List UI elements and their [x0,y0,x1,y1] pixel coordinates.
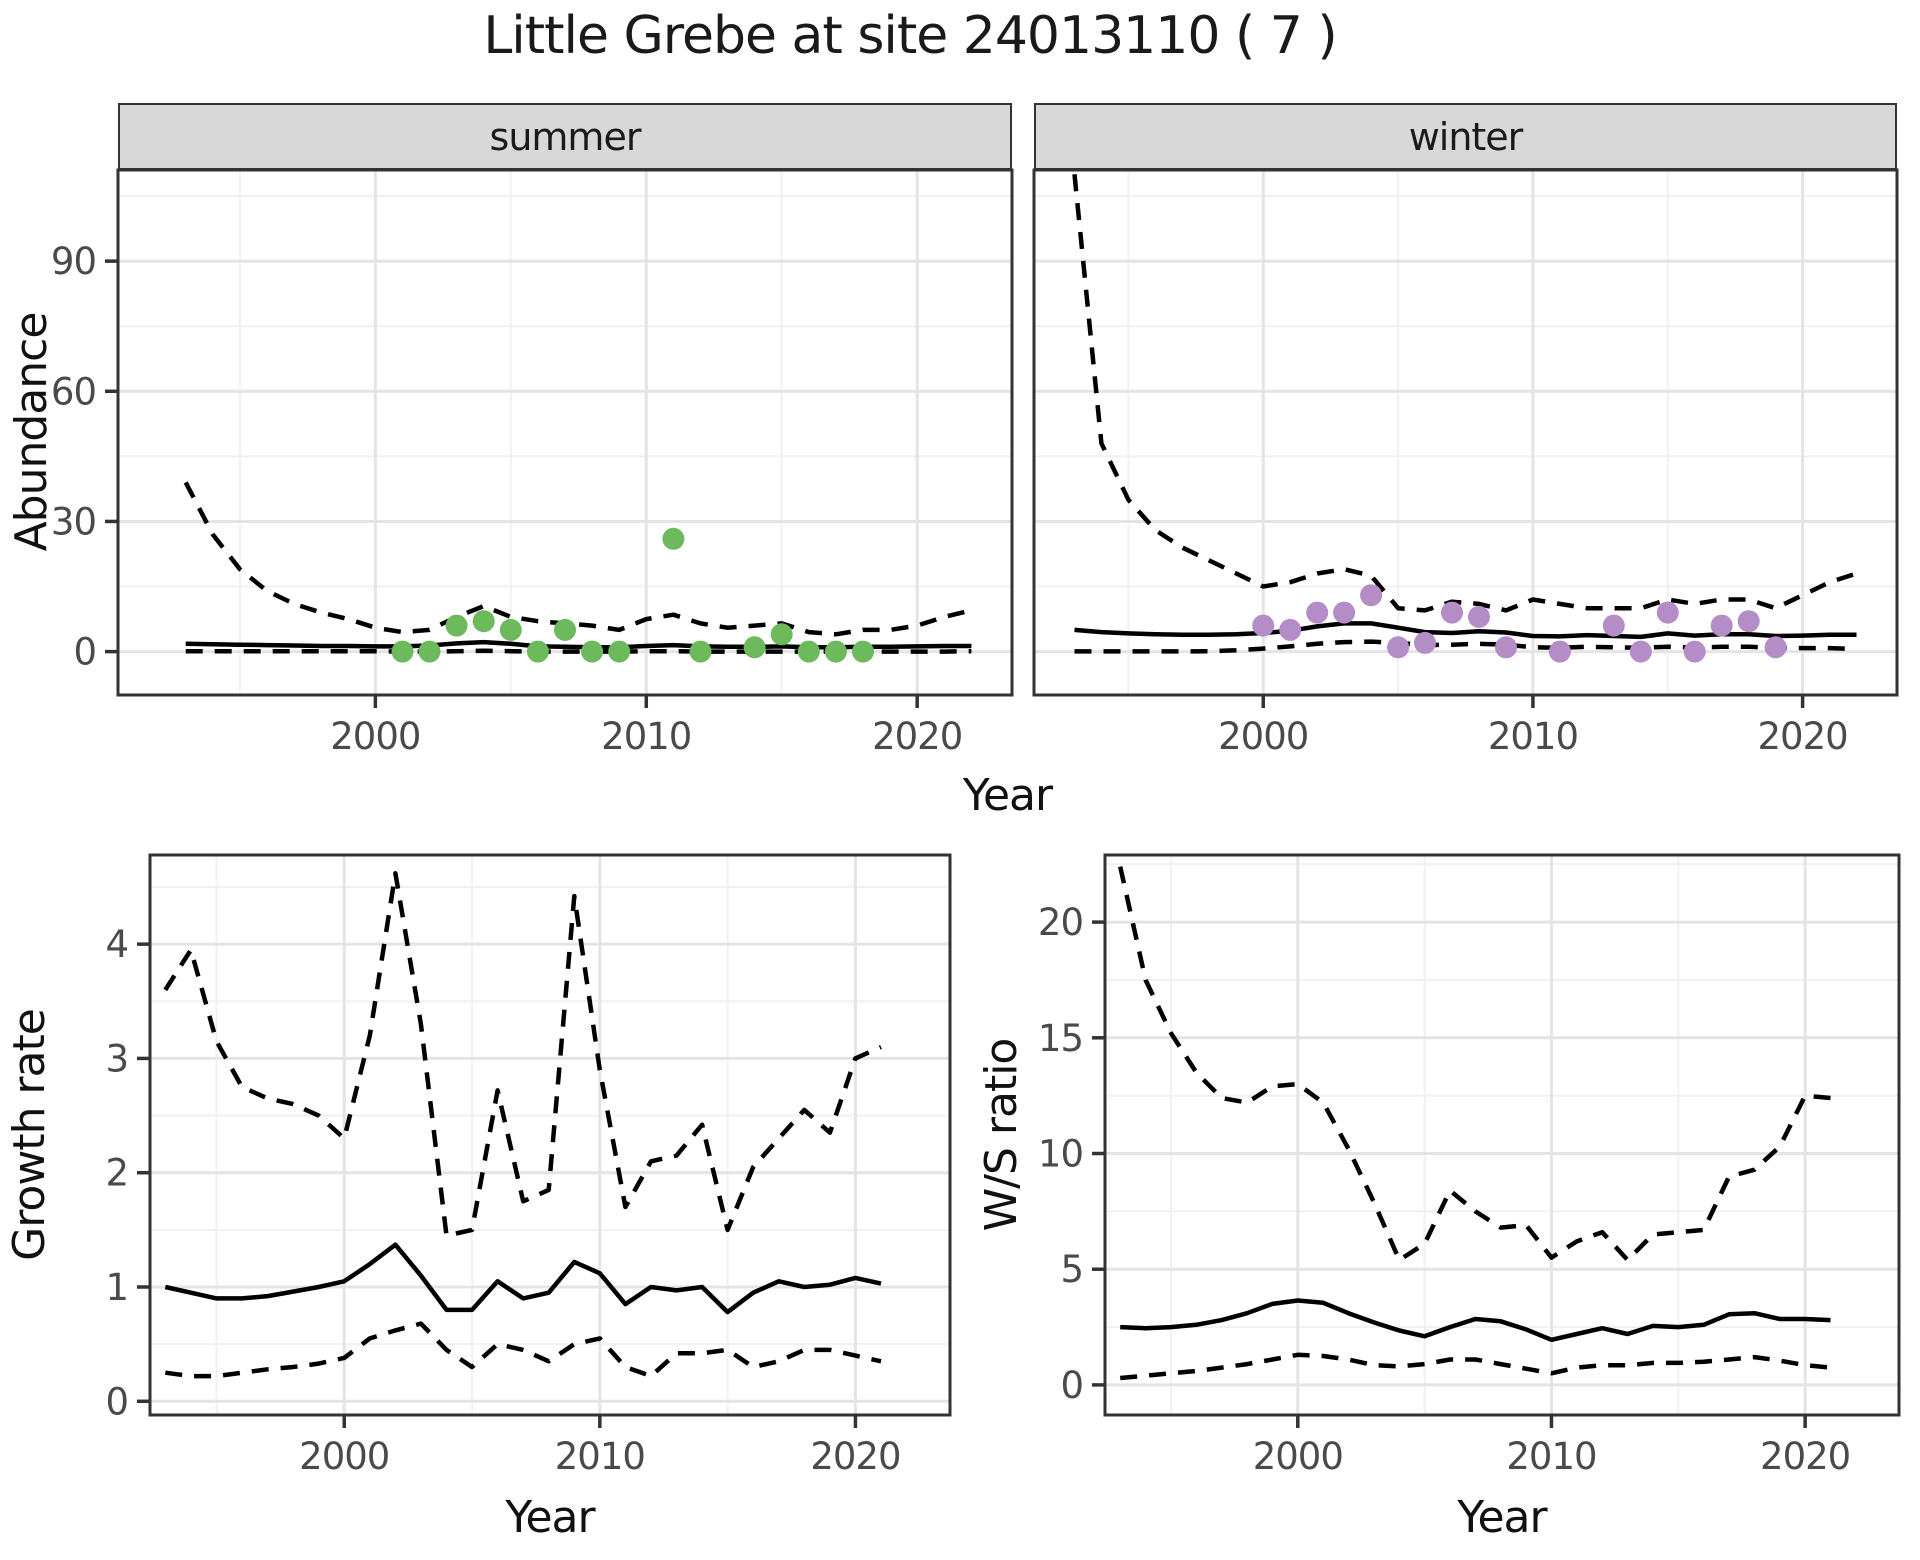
y-tick-label: 10 [1038,1133,1083,1176]
panel-border [148,853,952,1417]
observed-count [743,636,766,659]
x-axis-title-ws: Year [1457,1492,1547,1543]
y-tick-label: 0 [1060,1364,1083,1407]
y-tick-label: 2 [105,1152,128,1195]
y-tick-label: 1 [105,1266,128,1309]
observed-count [1252,614,1275,637]
observed-count [1737,610,1760,633]
abundance_winter-lower_ci-line [1074,639,1857,654]
observed-count [1360,584,1383,607]
observed-count [418,640,441,663]
y-tick-label: 20 [1038,901,1083,944]
observed-count [1333,601,1356,624]
page-title: Little Grebe at site 24013110 ( 7 ) [483,6,1337,66]
abundance_winter-panel: 2000 2010 2020 [1032,168,1899,758]
x-axis-title-top: Year [962,770,1053,821]
observed-count [1602,614,1625,637]
y-tick-label: 15 [1038,1017,1083,1060]
growth_rate-lower_ci-line [165,1321,882,1379]
facet-strip-winter: winter [1034,103,1897,170]
panel-background [1105,855,1899,1415]
observed-count [770,623,793,646]
panel-border [1032,168,1899,697]
abundance_winter-points [1252,584,1787,663]
observed-count [1656,601,1679,624]
ws_ratio-panel: 2000 2010 2020 0 5 10 15 20 [1038,853,1901,1478]
y-tick-label: 4 [105,923,128,966]
observed-count [1441,601,1463,624]
observed-count [445,614,468,637]
observed-count [608,640,631,663]
observed-count [499,618,522,641]
y-tick-label: 0 [73,631,96,674]
abundance_summer-panel: 2000 2010 2020 0 30 60 90 [51,168,1014,758]
x-tick-label: 2000 [1253,1435,1343,1478]
facet-strip-winter-label: winter [1408,114,1524,159]
panel-border [116,168,1014,697]
observed-count [852,640,874,663]
observed-count [1306,601,1329,624]
growth_rate-panel: 2000 2010 2020 0 1 2 3 4 [105,853,952,1478]
y-tick-label: 90 [51,240,96,283]
observed-count [662,527,685,550]
observed-count [1495,636,1517,659]
x-tick-label: 2020 [872,715,962,758]
x-tick-label: 2000 [299,1435,389,1478]
x-tick-label: 2010 [601,715,691,758]
y-tick-label: 3 [105,1037,128,1080]
panel-background [150,855,950,1415]
abundance_summer-upper_ci-line [183,481,972,637]
observed-count [1710,614,1733,637]
observed-count [797,640,820,663]
panel-background [1034,170,1897,695]
x-tick-label: 2020 [1758,715,1848,758]
x-tick-label: 2010 [555,1435,645,1478]
facet-strip-summer: summer [118,103,1012,170]
ws_ratio-upper_ci-line [1118,866,1831,1263]
y-tick-label: 60 [51,370,96,413]
y-tick-label: 5 [1060,1248,1083,1291]
ws_ratio-lower_ci-line [1119,1352,1831,1381]
facet-strip-summer-label: summer [489,114,642,159]
x-tick-label: 2010 [1506,1435,1596,1478]
observed-count [554,618,576,641]
observed-count [1279,618,1302,641]
growth_rate-mean-line [164,1242,882,1315]
y-tick-label: 0 [105,1380,128,1423]
observed-count [1683,640,1706,663]
panel-border [1103,853,1901,1417]
x-tick-label: 2000 [330,715,420,758]
observed-count [1548,640,1571,663]
x-axis-title-growth: Year [505,1492,595,1543]
observed-count [1414,631,1436,654]
x-tick-label: 2020 [810,1435,900,1478]
abundance_summer-points [391,527,874,663]
ws_ratio-mean-line [1120,1298,1831,1343]
observed-count [1764,636,1787,659]
observed-count [581,640,604,663]
observed-count [526,640,549,663]
x-tick-label: 2000 [1218,715,1308,758]
observed-count [1468,605,1490,628]
y-axis-title-abundance: Abundance [6,312,57,552]
y-axis-title-ws-ratio: W/S ratio [976,1038,1027,1232]
panel-background [118,170,1012,695]
observed-count [824,640,847,663]
observed-count [1629,640,1652,663]
observed-count [689,640,712,663]
growth_rate-upper_ci-line [163,871,882,1238]
y-tick-label: 30 [51,500,96,543]
observed-count [1387,636,1410,659]
observed-count [472,610,495,633]
x-tick-label: 2010 [1488,715,1578,758]
observed-count [391,640,414,663]
x-tick-label: 2020 [1760,1435,1850,1478]
y-axis-title-growth-rate: Growth rate [4,1009,55,1261]
